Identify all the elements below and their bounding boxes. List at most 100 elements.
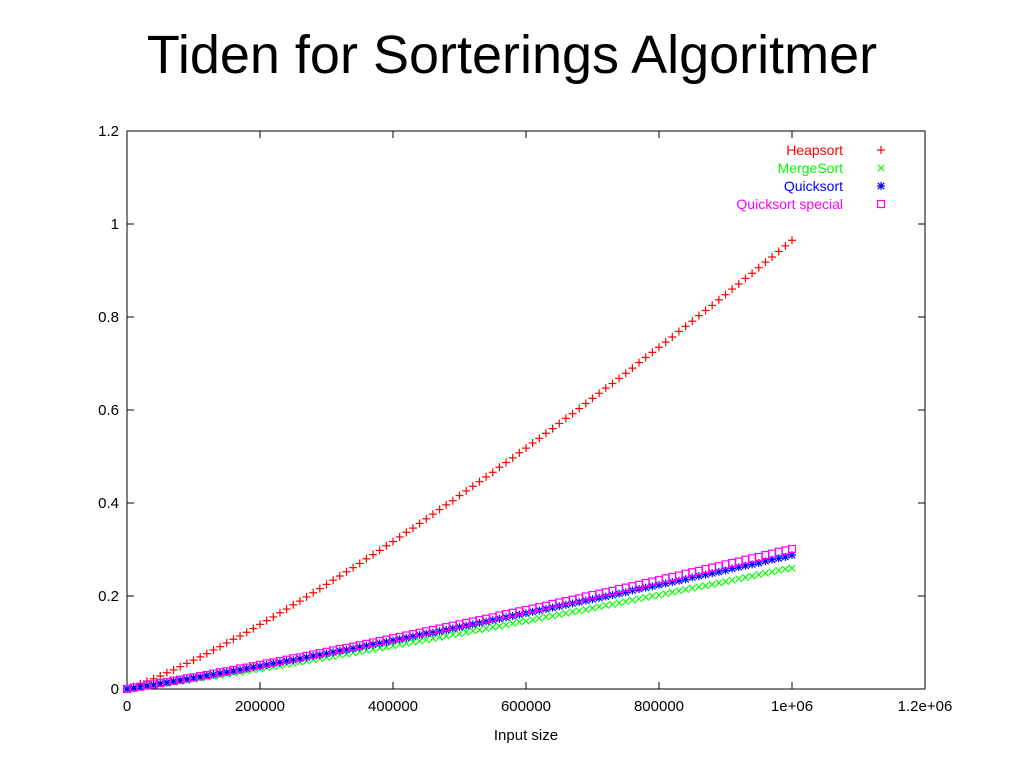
data-point (382, 541, 391, 550)
data-point (628, 596, 637, 604)
data-point (701, 306, 710, 315)
data-point (162, 668, 171, 677)
data-point (342, 567, 351, 576)
data-point (562, 609, 570, 617)
data-point (236, 631, 245, 640)
x-tick-label: 200000 (235, 698, 285, 715)
data-point (768, 568, 776, 576)
data-point (415, 637, 424, 645)
data-point (422, 636, 430, 644)
data-point (721, 290, 730, 299)
data-point (575, 404, 584, 413)
data-point (715, 579, 723, 587)
data-point (608, 600, 617, 608)
data-point (302, 592, 311, 601)
data-point (588, 604, 597, 612)
data-point (529, 616, 537, 624)
data-point (761, 569, 770, 577)
data-point (728, 576, 736, 584)
data-point (621, 369, 630, 378)
data-point (522, 444, 530, 453)
legend-entry-label: MergeSort (778, 160, 843, 176)
data-point (262, 616, 271, 625)
data-point (408, 524, 417, 533)
data-point (482, 472, 491, 481)
data-point (209, 645, 218, 654)
data-point (502, 621, 510, 629)
data-point (202, 649, 211, 658)
data-point (455, 491, 464, 500)
data-point (628, 364, 637, 373)
data-point (535, 614, 543, 622)
data-point (655, 591, 663, 599)
data-point (349, 563, 358, 572)
x-tick-label: 1e+06 (771, 698, 813, 715)
data-point (774, 247, 783, 256)
legend-marker (877, 182, 885, 190)
data-point (755, 570, 763, 579)
data-point (668, 588, 676, 596)
data-point (468, 482, 477, 491)
data-point (509, 619, 517, 628)
x-tick-label: 800000 (634, 698, 684, 715)
data-point (622, 597, 630, 606)
axis-ticks (126, 130, 926, 690)
data-point (528, 439, 537, 448)
data-point (216, 642, 225, 651)
data-point (734, 279, 743, 288)
data-point (641, 353, 650, 362)
data-point (662, 590, 670, 598)
data-point (701, 582, 710, 590)
data-point (289, 600, 298, 609)
data-point (495, 463, 504, 472)
data-point (681, 322, 690, 331)
data-point (595, 603, 603, 611)
data-point (754, 263, 763, 272)
data-point (502, 458, 511, 467)
x-axis-label: Input size (494, 727, 558, 744)
data-point (375, 546, 384, 555)
data-point (176, 662, 185, 671)
data-point (714, 295, 723, 304)
data-point (355, 559, 364, 568)
series-quicksort-special (122, 544, 797, 694)
data-point (595, 389, 604, 398)
data-point (674, 327, 683, 336)
data-point (123, 685, 131, 693)
data-point (615, 374, 624, 383)
data-point (156, 671, 165, 680)
data-point (721, 577, 730, 586)
data-point (708, 301, 717, 310)
data-point (422, 514, 431, 523)
data-point (601, 384, 610, 393)
data-point (329, 576, 338, 585)
y-tick-label: 0.8 (98, 309, 119, 326)
data-point (189, 656, 198, 665)
y-tick-label: 0.6 (98, 402, 119, 419)
data-point (315, 584, 324, 593)
data-point (295, 597, 304, 606)
data-point (362, 554, 371, 563)
legend-marker (877, 164, 885, 172)
data-point (196, 652, 205, 661)
data-point (449, 630, 457, 639)
data-point (515, 448, 524, 457)
data-point (774, 547, 783, 556)
data-point (561, 414, 570, 423)
y-tick-label: 0 (111, 681, 119, 698)
data-point (668, 332, 677, 341)
data-point (628, 586, 637, 595)
data-point (242, 628, 251, 637)
data-point (409, 638, 417, 646)
data-point (256, 620, 264, 629)
data-point (495, 622, 504, 630)
x-tick-label: 0 (123, 698, 131, 715)
slide-title: Tiden for Sorterings Algoritmer (146, 25, 878, 85)
data-point (462, 628, 470, 636)
axis-tick-labels: 0 200000 400000 600000 800000 1e+06 1.2e+06 0 0.… (98, 123, 952, 715)
data-point (448, 496, 457, 505)
data-point (455, 630, 464, 638)
data-point (642, 593, 650, 602)
data-point (542, 613, 550, 621)
data-point (182, 659, 191, 668)
